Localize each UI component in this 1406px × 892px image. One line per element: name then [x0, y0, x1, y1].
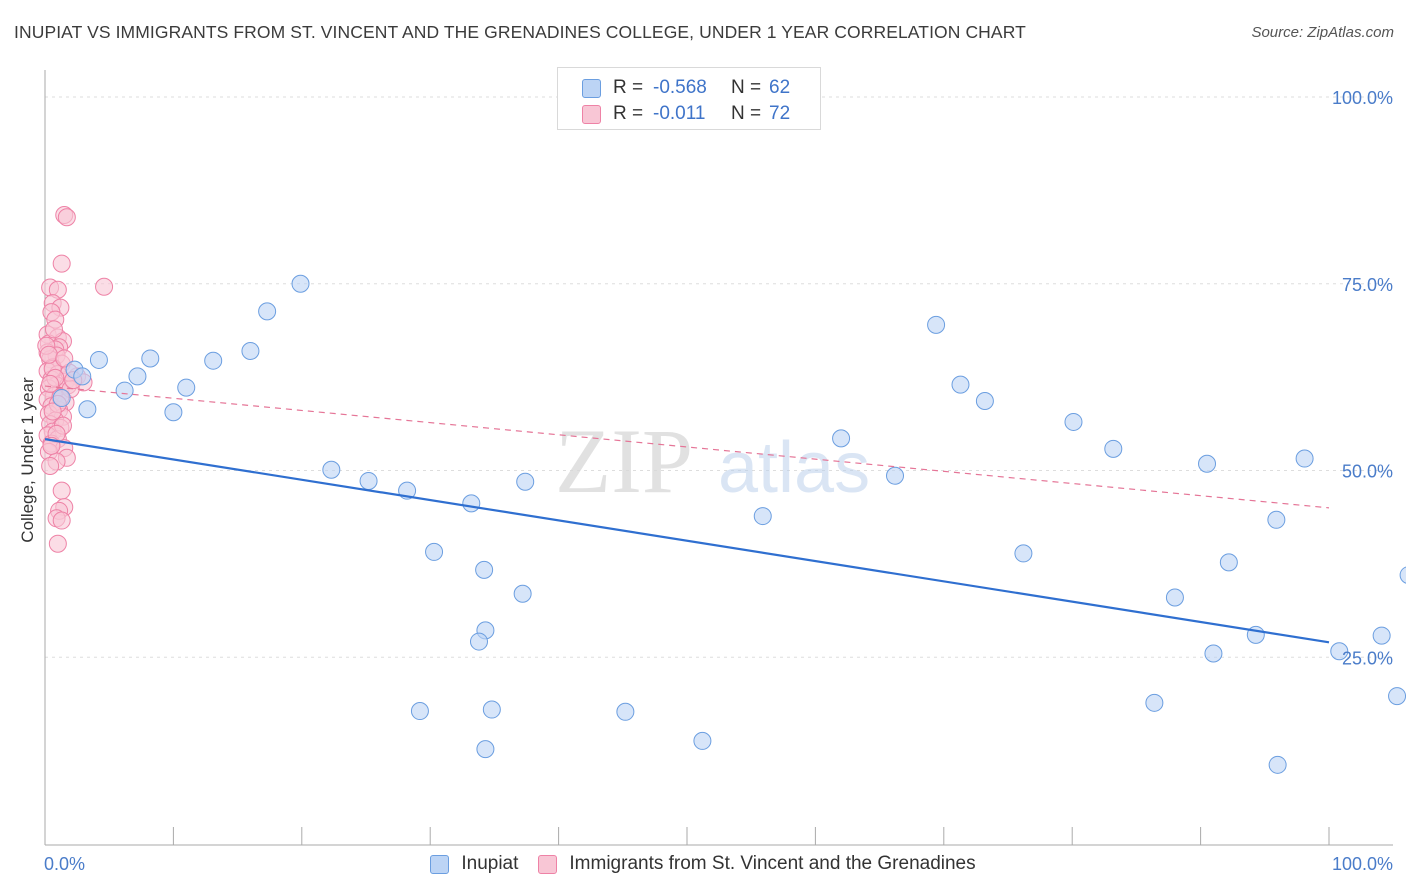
stats-legend: R = -0.568 N = 62 R = -0.011 N = 72 — [557, 67, 821, 130]
x-tick-labels: 0.0% 100.0% — [44, 854, 1393, 874]
stats-row-immigrants: R = -0.011 N = 72 — [582, 101, 790, 127]
inupiat-point — [1267, 510, 1286, 529]
inupiat-point — [476, 740, 495, 759]
inupiat-point — [1104, 439, 1123, 458]
immigrants-point — [55, 349, 74, 368]
stats-row-inupiat: R = -0.568 N = 62 — [582, 75, 790, 101]
immigrants-swatch — [582, 104, 601, 124]
inupiat-point — [1388, 687, 1406, 706]
y-tick-label: 100.0% — [1332, 88, 1393, 108]
inupiat-point — [164, 403, 183, 422]
inupiat-point — [469, 632, 488, 651]
inupiat-point — [1014, 544, 1033, 563]
immigrants-point — [57, 208, 76, 227]
chart-title: INUPIAT VS IMMIGRANTS FROM ST. VINCENT A… — [14, 22, 1026, 42]
watermark-zip: ZIP — [555, 410, 693, 512]
immigrants-point — [52, 254, 71, 273]
x-tick-label-max: 100.0% — [1332, 854, 1393, 874]
inupiat-point — [52, 389, 71, 408]
y-axis-label: College, Under 1 year — [18, 377, 37, 543]
inupiat-point — [975, 392, 994, 411]
inupiat-point — [73, 367, 92, 386]
inupiat-trend-line — [44, 438, 1330, 644]
inupiat-point — [425, 542, 444, 561]
inupiat-point — [475, 560, 494, 579]
inupiat-point — [241, 341, 260, 360]
inupiat-point — [1219, 553, 1238, 572]
x-tick-marks — [44, 827, 1330, 845]
inupiat-point — [1145, 693, 1164, 712]
inupiat-legend-swatch — [430, 854, 450, 874]
immigrants-point — [43, 402, 62, 421]
n-label: N = — [731, 103, 762, 124]
immigrants-point — [44, 320, 63, 339]
x-tick-label-min: 0.0% — [44, 854, 85, 874]
bottom-legend: Inupiat Immigrants from St. Vincent and … — [0, 850, 1406, 878]
grid-lines — [45, 96, 1393, 658]
inupiat-point — [1295, 449, 1314, 468]
inupiat-point — [115, 381, 134, 400]
inupiat-point — [89, 350, 108, 369]
inupiat-point — [78, 400, 97, 419]
inupiat-point — [204, 351, 223, 370]
n-label: N = — [731, 77, 762, 98]
inupiat-point — [322, 460, 341, 479]
legend-item-inupiat: Inupiat — [430, 853, 518, 875]
r-label: R = — [613, 77, 644, 98]
immigrants-trend-line — [44, 385, 1330, 509]
y-tick-labels: 100.0% 75.0% 50.0% 25.0% — [1332, 88, 1393, 668]
immigrants-point — [48, 534, 67, 553]
immigrants-legend-swatch — [538, 854, 558, 874]
inupiat-point — [1268, 755, 1287, 774]
inupiat-swatch — [582, 78, 601, 98]
inupiat-point — [462, 494, 481, 513]
watermark: ZIP atlas — [555, 410, 870, 512]
r-value: -0.568 — [653, 77, 707, 98]
inupiat-point — [291, 274, 310, 293]
immigrants-point — [95, 277, 114, 296]
inupiat-point — [482, 700, 501, 719]
trend-lines — [44, 385, 1330, 644]
inupiat-point — [832, 429, 851, 448]
chart-source: Source: ZipAtlas.com — [1251, 24, 1394, 41]
y-tick-label: 75.0% — [1342, 275, 1393, 295]
inupiat-point — [1198, 454, 1217, 473]
legend-label-immigrants: Immigrants from St. Vincent and the Gren… — [569, 853, 976, 874]
immigrants-point — [41, 374, 60, 393]
inupiat-point — [1165, 588, 1184, 607]
inupiat-point — [886, 466, 905, 485]
inupiat-point — [258, 302, 277, 321]
y-tick-label: 25.0% — [1342, 648, 1393, 668]
n-value: 72 — [769, 103, 791, 124]
inupiat-point — [1064, 412, 1083, 431]
immigrants-point — [39, 345, 58, 364]
inupiat-point — [616, 702, 635, 721]
inupiat-point — [359, 471, 378, 490]
immigrants-point — [52, 481, 71, 500]
inupiat-point — [177, 378, 196, 397]
inupiat-point — [1330, 642, 1349, 661]
legend-item-immigrants: Immigrants from St. Vincent and the Gren… — [538, 853, 976, 875]
inupiat-point — [128, 367, 147, 386]
immigrants-point — [41, 457, 60, 476]
inupiat-point — [951, 375, 970, 394]
inupiat-points — [52, 274, 1406, 774]
inupiat-point — [410, 702, 429, 721]
n-value: 62 — [769, 77, 791, 98]
inupiat-point — [693, 731, 712, 750]
inupiat-point — [1204, 644, 1223, 663]
inupiat-point — [516, 472, 535, 491]
inupiat-point — [513, 584, 532, 603]
inupiat-point — [753, 507, 772, 526]
legend-label-inupiat: Inupiat — [461, 853, 519, 874]
inupiat-point — [927, 315, 946, 334]
inupiat-point — [1372, 626, 1391, 645]
r-value: -0.011 — [653, 103, 706, 124]
immigrants-point — [52, 511, 71, 530]
inupiat-point — [1399, 566, 1406, 584]
r-label: R = — [613, 103, 644, 124]
y-tick-label: 50.0% — [1342, 462, 1393, 482]
inupiat-point — [141, 349, 160, 368]
